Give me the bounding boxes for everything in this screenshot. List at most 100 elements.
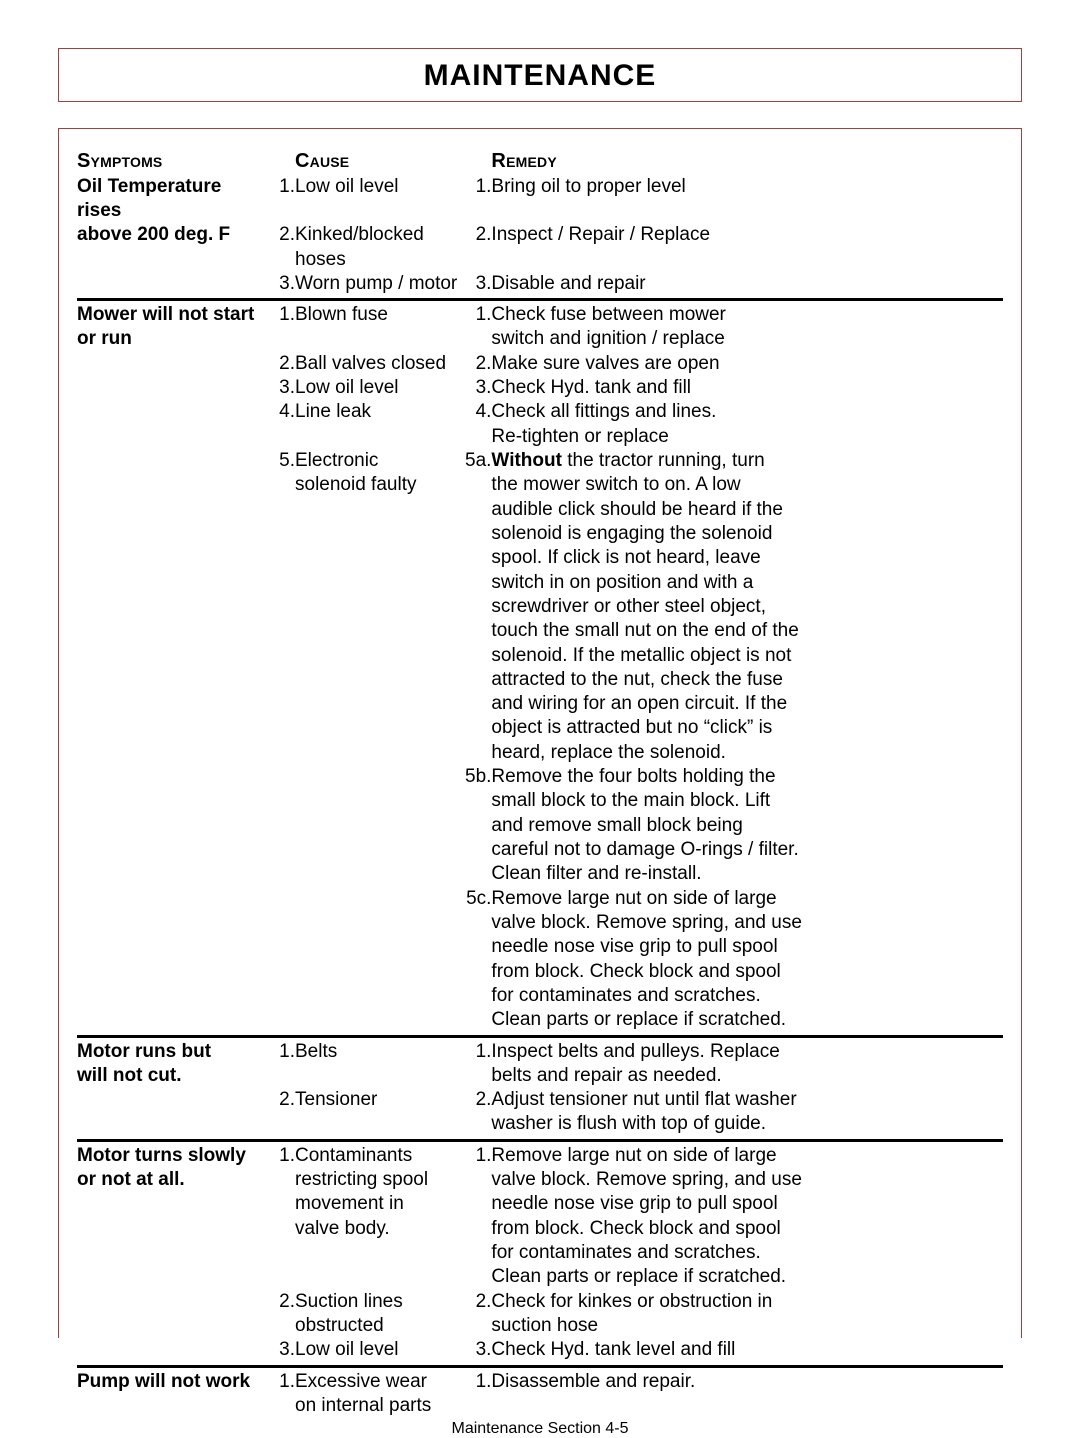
cause-text <box>295 960 465 984</box>
table-row: Mower will not start1.Blown fuse1.Check … <box>77 303 1003 327</box>
table-row: 5.Electronic5a.Without the tractor runni… <box>77 449 1003 473</box>
table-row: or run switch and ignition / replace <box>77 327 1003 351</box>
section-divider <box>77 1363 1003 1370</box>
cause-number <box>269 1064 295 1088</box>
remedy-text: Check fuse between mower <box>491 303 1003 327</box>
table-row: small block to the main block. Lift <box>77 789 1003 813</box>
cause-number: 1. <box>269 303 295 327</box>
cause-text <box>295 814 465 838</box>
page: MAINTENANCE Symptoms Cause Remedy Oil Te… <box>0 0 1080 1397</box>
symptom-cell <box>77 814 269 838</box>
remedy-text: belts and repair as needed. <box>491 1064 1003 1088</box>
cause-text <box>295 327 465 351</box>
symptom-cell <box>77 400 269 424</box>
symptom-cell <box>77 425 269 449</box>
cause-number <box>269 546 295 570</box>
cause-number <box>269 911 295 935</box>
cause-text: Worn pump / motor <box>295 272 465 296</box>
remedy-text: Inspect / Repair / Replace <box>491 223 1003 272</box>
table-row: and remove small block being <box>77 814 1003 838</box>
cause-number <box>269 765 295 789</box>
table-row: solenoid faultythe mower switch to on. A… <box>77 473 1003 497</box>
remedy-text: from block. Check block and spool <box>491 960 1003 984</box>
remedy-number <box>465 644 491 668</box>
symptom-cell <box>77 1217 269 1241</box>
symptom-cell <box>77 1314 269 1338</box>
cause-text <box>295 425 465 449</box>
table-row: heard, replace the solenoid. <box>77 741 1003 765</box>
table-row: for contaminates and scratches. <box>77 1241 1003 1265</box>
cause-text <box>295 741 465 765</box>
remedy-text: Disassemble and repair. <box>491 1370 1003 1394</box>
troubleshooting-table: Symptoms Cause Remedy Oil Temperature ri… <box>77 149 1003 1418</box>
remedy-number <box>465 911 491 935</box>
table-row: touch the small nut on the end of the <box>77 619 1003 643</box>
remedy-number <box>465 1192 491 1216</box>
cause-text: Low oil level <box>295 175 465 224</box>
symptom-cell: above 200 deg. F <box>77 223 269 272</box>
cause-number: 4. <box>269 400 295 424</box>
symptom-cell <box>77 352 269 376</box>
symptom-cell <box>77 1088 269 1112</box>
remedy-text: switch and ignition / replace <box>491 327 1003 351</box>
cause-text <box>295 595 465 619</box>
remedy-text: Remove large nut on side of large <box>491 1144 1003 1168</box>
cause-number <box>269 1192 295 1216</box>
troubleshooting-table-container: Symptoms Cause Remedy Oil Temperature ri… <box>58 128 1022 1338</box>
table-row: Clean filter and re-install. <box>77 862 1003 886</box>
cause-number <box>269 498 295 522</box>
table-row: valve body.from block. Check block and s… <box>77 1217 1003 1241</box>
cause-text <box>295 1112 465 1136</box>
symptom-cell <box>77 546 269 570</box>
table-row: 5c.Remove large nut on side of large <box>77 887 1003 911</box>
cause-text <box>295 911 465 935</box>
symptom-cell <box>77 668 269 692</box>
table-row: Motor runs but1.Belts1.Inspect belts and… <box>77 1040 1003 1064</box>
cause-text: valve body. <box>295 1217 465 1241</box>
bold-without: Without <box>491 450 562 471</box>
symptom-cell: Motor runs but <box>77 1040 269 1064</box>
remedy-text: Inspect belts and pulleys. Replace <box>491 1040 1003 1064</box>
symptom-cell <box>77 935 269 959</box>
table-row: for contaminates and scratches. <box>77 984 1003 1008</box>
remedy-number <box>465 692 491 716</box>
symptom-cell: or run <box>77 327 269 351</box>
cause-number <box>269 789 295 813</box>
remedy-text: Disable and repair <box>491 272 1003 296</box>
cause-text: Belts <box>295 1040 465 1064</box>
cause-text: Line leak <box>295 400 465 424</box>
symptom-cell: will not cut. <box>77 1064 269 1088</box>
symptom-cell <box>77 1338 269 1362</box>
remedy-text <box>491 1394 1003 1418</box>
remedy-text: suction hose <box>491 1314 1003 1338</box>
symptom-cell: or not at all. <box>77 1168 269 1192</box>
cause-number <box>269 522 295 546</box>
remedy-text: needle nose vise grip to pull spool <box>491 935 1003 959</box>
remedy-text: Adjust tensioner nut until flat washer <box>491 1088 1003 1112</box>
remedy-number: 5a. <box>465 449 491 473</box>
table-row: 3.Low oil level3.Check Hyd. tank and fil… <box>77 376 1003 400</box>
remedy-number <box>465 838 491 862</box>
symptom-cell <box>77 522 269 546</box>
remedy-text: switch in on position and with a <box>491 571 1003 595</box>
remedy-number <box>465 595 491 619</box>
cause-text: Low oil level <box>295 376 465 400</box>
symptom-cell <box>77 716 269 740</box>
remedy-text: solenoid is engaging the solenoid <box>491 522 1003 546</box>
cause-number: 1. <box>269 175 295 224</box>
cause-number <box>269 425 295 449</box>
cause-text <box>295 789 465 813</box>
remedy-text: needle nose vise grip to pull spool <box>491 1192 1003 1216</box>
symptom-cell <box>77 692 269 716</box>
cause-text <box>295 1064 465 1088</box>
remedy-number: 5c. <box>465 887 491 911</box>
cause-number: 3. <box>269 272 295 296</box>
symptom-cell <box>77 1394 269 1418</box>
cause-text <box>295 765 465 789</box>
cause-text: Blown fuse <box>295 303 465 327</box>
cause-text <box>295 498 465 522</box>
remedy-number <box>465 1265 491 1289</box>
remedy-text: Without the tractor running, turn <box>491 449 1003 473</box>
cause-number <box>269 644 295 668</box>
table-row: spool. If click is not heard, leave <box>77 546 1003 570</box>
